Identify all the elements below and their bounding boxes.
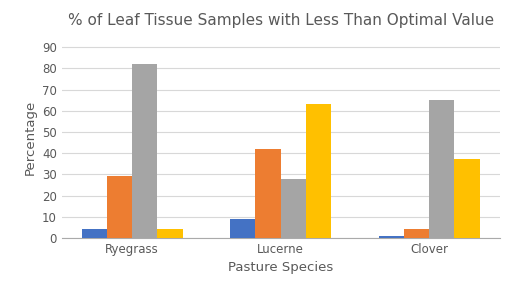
Bar [255, 149, 281, 238]
Bar [158, 229, 183, 238]
Y-axis label: Percentage: Percentage [24, 100, 37, 175]
Bar [82, 229, 107, 238]
Bar [404, 229, 429, 238]
Bar [454, 160, 479, 238]
Bar [107, 177, 132, 238]
X-axis label: Pasture Species: Pasture Species [228, 261, 333, 274]
Bar [281, 178, 306, 238]
Bar [230, 219, 255, 238]
Bar [379, 236, 404, 238]
Bar [132, 64, 158, 238]
Legend: Zinc, Copper, Boron, Molybdenum: Zinc, Copper, Boron, Molybdenum [139, 304, 422, 305]
Title: % of Leaf Tissue Samples with Less Than Optimal Value: % of Leaf Tissue Samples with Less Than … [67, 13, 494, 28]
Bar [429, 100, 454, 238]
Bar [306, 104, 331, 238]
